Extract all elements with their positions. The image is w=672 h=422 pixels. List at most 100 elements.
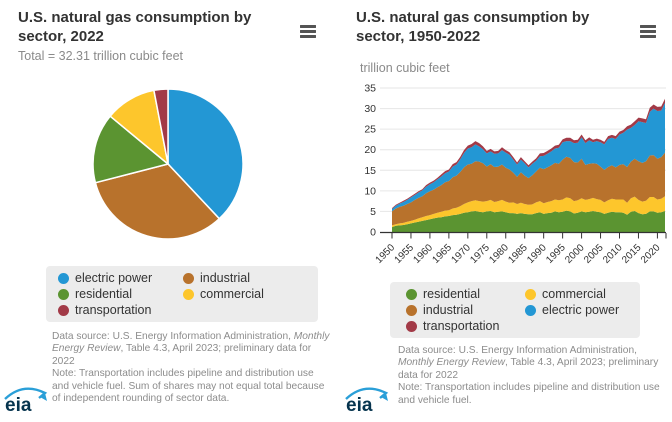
legend-item-industrial[interactable]: industrial (406, 303, 525, 317)
x-tick-label: 1985 (506, 242, 530, 266)
legend-item-electric-power[interactable]: electric power (58, 271, 183, 285)
y-tick-label: 0 (370, 227, 376, 239)
pie-slice-transportation[interactable] (153, 88, 169, 165)
stacked-area-chart: 1950195519601965197019751980198519901995… (364, 83, 667, 266)
legend-marker-transportation (406, 320, 417, 332)
data-source-text: Data source: U.S. Energy Information Adm… (398, 345, 637, 356)
y-tick-label: 25 (364, 124, 376, 136)
note-text: Note: Transportation includes pipeline a… (52, 368, 325, 405)
area-series-residential[interactable] (392, 210, 665, 232)
legend-label: electric power (75, 271, 153, 285)
menu-bar (300, 25, 316, 28)
legend-label: residential (75, 287, 132, 301)
data-source-text: Data source: U.S. Energy Information Adm… (52, 331, 294, 342)
eia-logo[interactable]: eia (3, 384, 49, 416)
menu-bar (640, 25, 656, 28)
pie-slice-industrial[interactable] (94, 163, 221, 240)
legend-marker-residential (406, 288, 417, 300)
legend-item-residential[interactable]: residential (406, 287, 525, 301)
menu-bar (300, 30, 316, 33)
legend-item-commercial[interactable]: commercial (183, 287, 312, 301)
area-chart-y-axis-unit: trillion cubic feet (360, 61, 450, 75)
area-legend: residential commercial industrial electr… (390, 282, 640, 338)
eia-logo[interactable]: eia (344, 384, 390, 416)
y-tick-label: 35 (364, 83, 376, 95)
legend-label: commercial (200, 287, 264, 301)
export-hamburger-menu-icon[interactable] (300, 25, 316, 38)
legend-marker-electric-power (525, 304, 536, 316)
area-chart-footnote: Data source: U.S. Energy Information Adm… (398, 345, 666, 407)
pie-chart-subtitle: Total = 32.31 trillion cubic feet (18, 49, 184, 63)
legend-marker-commercial (525, 288, 536, 300)
legend-marker-commercial (183, 288, 194, 300)
y-tick-label: 30 (364, 103, 376, 115)
pie-chart-title: U.S. natural gas consumption by sector, … (18, 9, 252, 46)
menu-bar (640, 35, 656, 38)
x-tick-label: 1970 (449, 242, 473, 266)
x-tick-label: 2005 (582, 242, 606, 266)
legend-marker-electric-power (58, 272, 69, 284)
pie-legend: electric power industrial residential co… (46, 266, 318, 322)
y-tick-label: 10 (364, 185, 376, 197)
x-tick-label: 1975 (468, 242, 492, 266)
x-tick-label: 1995 (544, 242, 568, 266)
legend-label: transportation (75, 303, 152, 317)
x-tick-label: 1990 (525, 242, 549, 266)
eia-logo-swoosh-tail (40, 393, 47, 401)
x-axis (380, 231, 667, 239)
pie-slice-electric-power[interactable] (167, 88, 244, 220)
legend-marker-transportation (58, 304, 69, 316)
area-series-industrial[interactable] (392, 152, 665, 226)
export-hamburger-menu-icon[interactable] (640, 25, 656, 38)
y-axis-labels: 0 5 10 15 20 25 30 35 (364, 83, 376, 239)
legend-label: electric power (542, 303, 620, 317)
legend-marker-residential (58, 288, 69, 300)
x-tick-label: 2015 (620, 242, 644, 266)
x-tick-label: 1980 (487, 242, 511, 266)
data-source-text: , Table 4.3, April 2023; preliminary dat… (52, 343, 312, 367)
legend-label: industrial (200, 271, 251, 285)
area-series-electric-power[interactable] (392, 102, 665, 212)
legend-item-transportation[interactable]: transportation (58, 303, 183, 317)
legend-item-residential[interactable]: residential (58, 287, 183, 301)
legend-item-transportation[interactable]: transportation (406, 319, 525, 333)
eia-logo-swoosh-tail (381, 393, 388, 401)
pie-chart (92, 88, 244, 240)
data-source-publication: Monthly Energy Review (52, 331, 330, 355)
eia-logo-text: eia (346, 395, 373, 416)
x-tick-label: 1955 (393, 242, 417, 266)
menu-bar (640, 30, 656, 33)
menu-bar (300, 35, 316, 38)
area-series-commercial[interactable] (392, 196, 665, 228)
eia-logo-swoosh (4, 387, 48, 400)
legend-label: transportation (423, 319, 500, 333)
y-tick-label: 5 (370, 206, 376, 218)
pie-chart-footnote: Data source: U.S. Energy Information Adm… (52, 331, 332, 406)
legend-label: residential (423, 287, 480, 301)
eia-logo-swoosh (345, 387, 389, 400)
pie-chart-card: U.S. natural gas consumption by sector, … (3, 9, 332, 416)
area-chart-title: U.S. natural gas consumption by sector, … (356, 9, 590, 46)
x-tick-label: 2020 (639, 242, 663, 266)
pie-slice-residential[interactable] (92, 115, 170, 184)
y-tick-label: 15 (364, 165, 376, 177)
area-chart-card: U.S. natural gas consumption by sector, … (336, 0, 672, 422)
x-tick-label: 1960 (412, 242, 436, 266)
legend-item-electric-power[interactable]: electric power (525, 303, 634, 317)
y-tick-label: 20 (364, 144, 376, 156)
x-tick-label: 2000 (563, 242, 587, 266)
note-text: Note: Transportation includes pipeline a… (398, 382, 660, 406)
legend-marker-industrial (406, 304, 417, 316)
legend-label: industrial (423, 303, 474, 317)
data-source-text: , Table 4.3, April 2023; preliminary dat… (398, 357, 659, 381)
legend-item-commercial[interactable]: commercial (525, 287, 634, 301)
x-tick-label: 1965 (430, 242, 454, 266)
legend-item-industrial[interactable]: industrial (183, 271, 312, 285)
legend-marker-industrial (183, 272, 194, 284)
x-axis-labels: 1950195519601965197019751980198519901995… (374, 242, 663, 266)
eia-logo-text: eia (5, 395, 32, 416)
legend-label: commercial (542, 287, 606, 301)
data-source-publication: Monthly Energy Review (398, 357, 506, 369)
x-tick-label: 2010 (601, 242, 625, 266)
x-tick-label: 1950 (374, 242, 398, 266)
